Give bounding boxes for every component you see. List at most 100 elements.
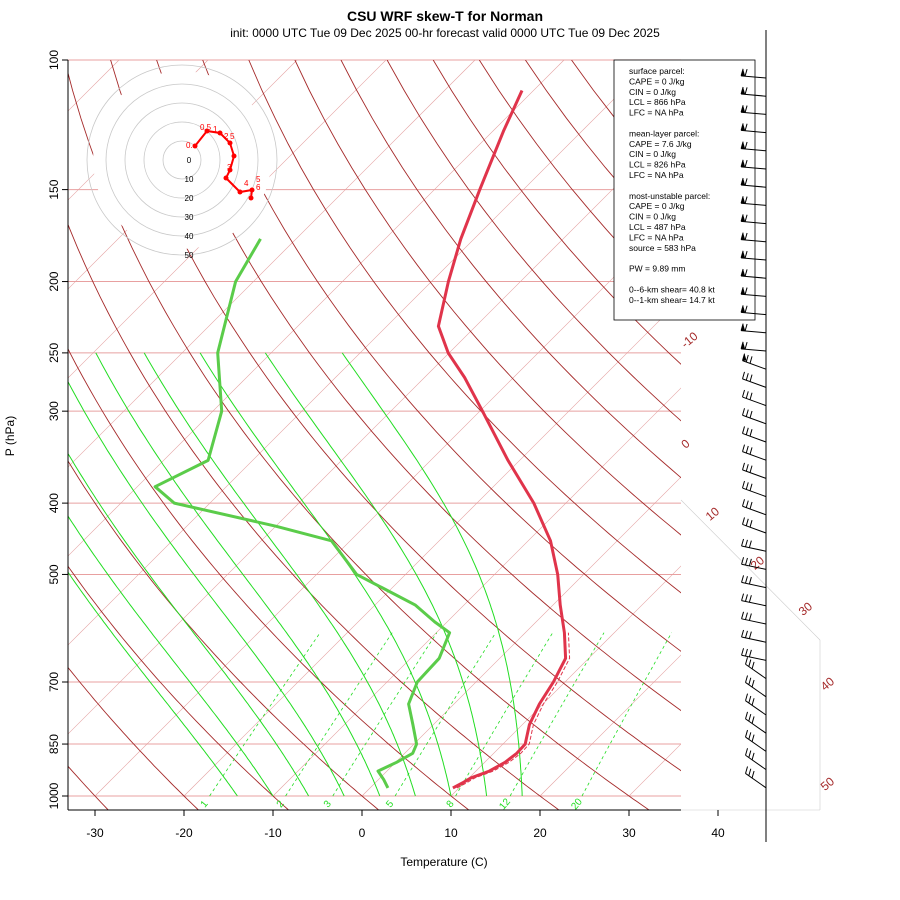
- wind-barb: [742, 505, 767, 516]
- x-tick-label: -20: [175, 826, 193, 840]
- mixing-ratio-line: [285, 632, 393, 797]
- hodograph-ring-label: 10: [185, 175, 194, 184]
- info-line: LFC = NA hPa: [629, 232, 684, 242]
- y-tick-label: 150: [47, 179, 61, 199]
- info-line: PW = 9.89 mm: [629, 264, 685, 274]
- hodograph-ring: [86, 64, 278, 256]
- hodograph-point-label: 1: [213, 125, 218, 134]
- hodograph-point: [217, 130, 223, 136]
- moist-adiabat-line: [68, 515, 274, 797]
- hodograph-point: [249, 187, 255, 193]
- hodograph-point-label: 2: [224, 132, 229, 141]
- info-line: LCL = 487 hPa: [629, 222, 686, 232]
- wind-barb: [745, 663, 767, 680]
- dry-adiabat-line: [110, 60, 681, 772]
- x-tick-label: -10: [264, 826, 282, 840]
- mixing-ratio-line: [209, 632, 321, 797]
- temperature-profile: [436, 89, 568, 790]
- isotherm-line: [68, 60, 654, 646]
- info-line: LFC = NA hPa: [629, 108, 684, 118]
- hodograph-trace: [194, 129, 254, 199]
- wind-barb: [742, 360, 767, 370]
- hodograph-ring-label: 40: [185, 232, 194, 241]
- hodograph-ring-label: 0: [187, 156, 192, 165]
- hodograph-point: [192, 143, 198, 149]
- info-line: surface parcel:: [629, 66, 685, 76]
- mixing-ratio-line: [581, 632, 672, 797]
- chart-subtitle: init: 0000 UTC Tue 09 Dec 2025 00-hr for…: [230, 26, 660, 40]
- wind-barb: [745, 682, 767, 698]
- wind-barb: [742, 378, 767, 388]
- y-tick-label: 400: [47, 493, 61, 513]
- info-line: CIN = 0 J/kg: [629, 212, 676, 222]
- isotherm-line: [272, 387, 681, 797]
- isotherm-line: [361, 476, 681, 797]
- mixing-ratio-line: [332, 632, 438, 797]
- mixing-ratio-line: [394, 632, 497, 797]
- hodograph-ring-label: 20: [185, 194, 194, 203]
- hodograph-ring-label: 30: [185, 213, 194, 222]
- wind-barb: [745, 754, 767, 771]
- dry-adiabat-line: [386, 60, 681, 422]
- y-tick-label: 100: [47, 50, 61, 70]
- hodograph-ring: [143, 121, 221, 199]
- hodograph-point: [223, 175, 229, 181]
- mixing-ratio-label: 2: [275, 798, 287, 810]
- dry-adiabat-line: [248, 60, 681, 594]
- isotherm-line: [68, 60, 565, 557]
- isotherm-line: [183, 298, 681, 797]
- sounding-profiles: [153, 89, 571, 790]
- x-tick-label: -30: [86, 826, 104, 840]
- hodograph-point: [204, 128, 210, 134]
- wind-barb: [745, 736, 767, 752]
- wind-barb: [742, 414, 767, 425]
- hodograph-ring: [105, 83, 259, 237]
- chart-title: CSU WRF skew-T for Norman: [347, 8, 543, 24]
- wind-barb: [745, 773, 767, 789]
- info-line: LCL = 826 hPa: [629, 160, 686, 170]
- moist-adiabat-line: [68, 452, 310, 797]
- wind-barb: [745, 700, 767, 716]
- y-tick-label: 200: [47, 271, 61, 291]
- dewpoint-profile: [153, 238, 452, 789]
- hodograph-point-label: 5: [256, 175, 261, 184]
- y-tick-label: 700: [47, 672, 61, 692]
- wind-barb: [742, 487, 767, 498]
- info-line: source = 583 hPa: [629, 243, 696, 253]
- isotherm-line: [94, 209, 681, 797]
- moist-adiabat-line: [95, 352, 381, 797]
- wind-barb: [742, 523, 767, 534]
- y-tick-label: 850: [47, 734, 61, 754]
- mixing-ratio-label: 5: [384, 798, 396, 810]
- hodograph-point: [237, 189, 243, 195]
- dry-adiabat-line: [340, 60, 681, 479]
- mixing-ratio-line: [455, 632, 554, 797]
- dry-adiabat-line: [202, 60, 681, 652]
- hodograph-ring: [162, 140, 202, 180]
- isotherm-line: [68, 60, 209, 201]
- info-line: CAPE = 7.6 J/kg: [629, 139, 692, 149]
- y-tick-label: 300: [47, 401, 61, 421]
- hodograph-point: [227, 140, 233, 146]
- wind-barb: [742, 432, 767, 443]
- info-line: CIN = 0 J/kg: [629, 87, 676, 97]
- x-tick-label: 10: [444, 826, 458, 840]
- mixing-ratio-label: 3: [322, 798, 334, 810]
- mixing-ratio-line: [509, 632, 605, 797]
- info-line: CAPE = 0 J/kg: [629, 76, 685, 86]
- moist-adiabat-line: [341, 352, 523, 797]
- dry-adiabat-line: [68, 223, 560, 810]
- y-axis-label: P (hPa): [3, 416, 17, 456]
- x-tick-label: 30: [622, 826, 636, 840]
- info-line: mean-layer parcel:: [629, 128, 699, 138]
- hodograph-point-label: 3: [227, 163, 232, 172]
- info-line: LCL = 866 hPa: [629, 97, 686, 107]
- dry-adiabat-line: [68, 666, 200, 810]
- mixing-ratio-label: 8: [445, 798, 457, 810]
- hodograph-point-label: 6: [256, 183, 261, 192]
- dry-adiabat-line: [68, 347, 470, 810]
- info-line: LFC = NA hPa: [629, 170, 684, 180]
- y-tick-label: 500: [47, 564, 61, 584]
